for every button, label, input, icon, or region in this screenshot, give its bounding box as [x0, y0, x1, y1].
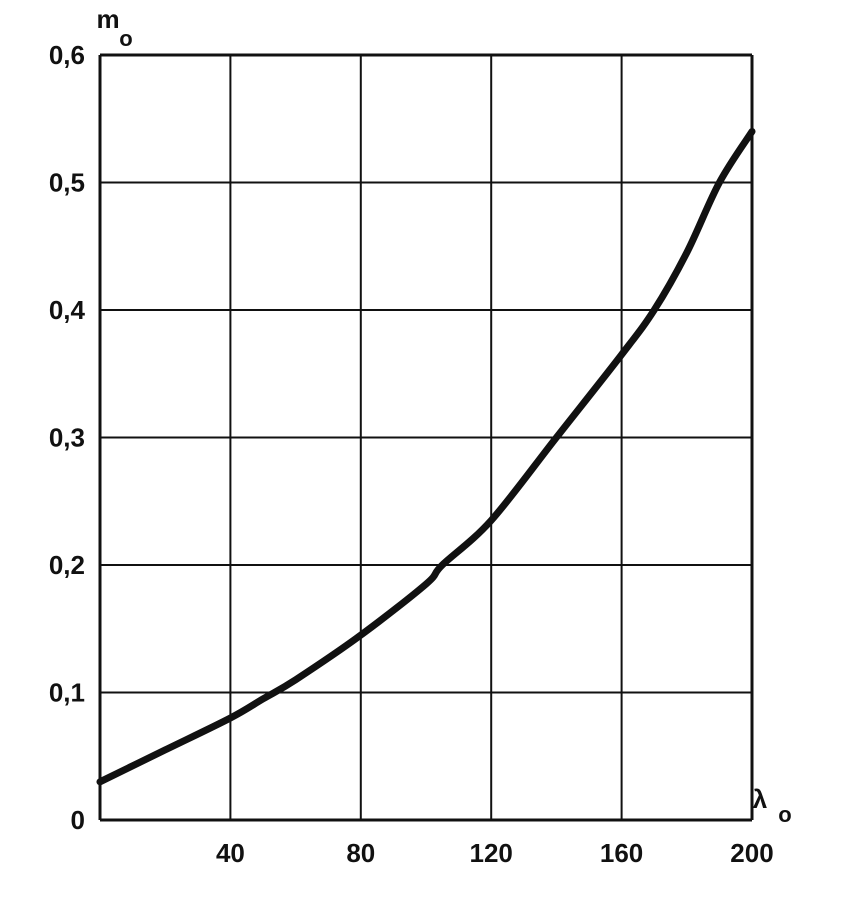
y-tick-label: 0,1 [49, 678, 85, 708]
series-layer [96, 128, 756, 786]
y-tick-label: 0,3 [49, 423, 85, 453]
x-tick-label: 40 [216, 838, 245, 868]
x-axis-title-sub: o [778, 802, 791, 827]
x-tick-label: 80 [346, 838, 375, 868]
series-line [96, 128, 756, 786]
y-tick-label: 0 [71, 805, 85, 835]
x-tick-label: 120 [470, 838, 513, 868]
plot-frame [98, 53, 754, 822]
x-axis-title-main: λ [753, 784, 768, 814]
y-tick-label: 0,5 [49, 168, 85, 198]
y-axis-title-sub: o [119, 26, 132, 51]
x-tick-label: 160 [600, 838, 643, 868]
x-tick-labels: 40 80 120 160 200 [216, 838, 774, 868]
y-tick-label: 0,6 [49, 40, 85, 70]
y-axis-title-main: m [96, 4, 119, 34]
y-tick-labels: 0 0,1 0,2 0,3 0,4 0,5 0,6 [49, 40, 86, 835]
x-axis-title: λ o [753, 784, 792, 827]
y-axis-title: m o [96, 4, 132, 51]
y-tick-label: 0,2 [49, 550, 85, 580]
y-tick-label: 0,4 [49, 295, 86, 325]
grid [100, 55, 752, 820]
x-tick-label: 200 [730, 838, 773, 868]
